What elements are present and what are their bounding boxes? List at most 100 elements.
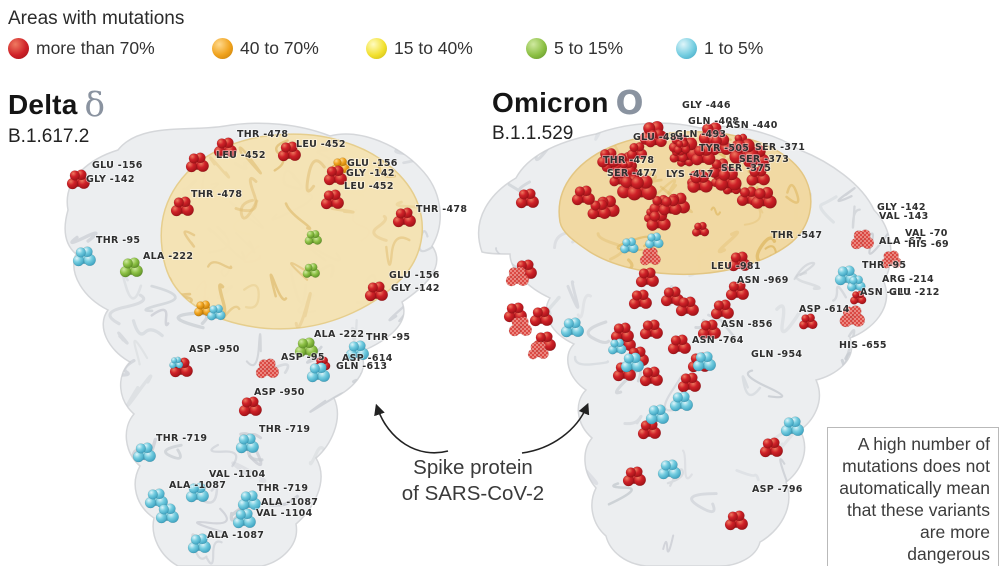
legend-dot-icon <box>526 37 547 59</box>
residue-label: GLY -142 <box>346 168 395 179</box>
mutation-cluster <box>610 322 635 343</box>
mutation-cluster <box>635 267 660 288</box>
residue-label: ALA -222 <box>314 329 364 340</box>
mutation-cluster <box>155 503 179 524</box>
ribbon-squiggle <box>183 230 196 248</box>
mutation-sphere <box>749 166 760 177</box>
delta-lineage: B.1.617.2 <box>8 125 90 147</box>
legend-item: more than 70% <box>8 36 155 60</box>
mutation-sphere <box>196 301 205 310</box>
ribbon-squiggle <box>108 293 146 326</box>
mutation-cluster <box>213 137 237 158</box>
mutation-sphere <box>135 443 146 454</box>
residue-label: THR -719 <box>257 483 308 494</box>
mutation-sphere <box>883 251 893 261</box>
ribbon-squiggle <box>390 390 408 435</box>
residue-label: THR -478 <box>191 189 242 200</box>
ribbon-squiggle <box>200 485 219 504</box>
mutation-sphere <box>511 317 522 328</box>
mutation-cluster <box>657 459 682 480</box>
mutation-cluster <box>660 286 685 307</box>
mutation-sphere <box>367 282 378 293</box>
mutation-sphere <box>209 305 218 314</box>
mutation-sphere <box>694 145 705 157</box>
mutation-sphere <box>190 534 201 545</box>
mutation-sphere <box>783 417 794 428</box>
mutation-sphere <box>333 158 342 167</box>
mutation-sphere <box>147 489 158 500</box>
mutation-sphere <box>754 187 766 200</box>
residue-label: LEU -452 <box>344 181 394 192</box>
mutation-cluster <box>302 262 321 279</box>
mutation-cluster <box>626 174 658 201</box>
mutation-cluster <box>658 195 682 216</box>
ribbon-squiggle <box>566 280 580 309</box>
legend-title: Areas with mutations <box>8 8 185 29</box>
legend-item-label: 15 to 40% <box>394 37 473 58</box>
mutation-sphere <box>622 238 631 247</box>
mutation-sphere <box>701 123 714 135</box>
mutation-cluster <box>119 257 143 278</box>
ribbon-squiggle <box>662 534 675 553</box>
mutation-cluster <box>724 510 749 531</box>
ribbon-squiggle <box>81 513 104 539</box>
mutation-sphere <box>508 267 519 278</box>
ribbon-squiggle <box>206 540 223 565</box>
mutation-sphere <box>75 247 86 258</box>
mutation-sphere <box>309 363 320 374</box>
ribbon-squiggle <box>208 156 231 179</box>
legend-dot-icon <box>366 37 387 59</box>
mutation-sphere <box>188 483 199 494</box>
mutation-cluster <box>238 396 262 417</box>
mutation-sphere <box>574 186 585 197</box>
mutation-sphere <box>304 263 313 272</box>
mutation-cluster <box>235 433 259 454</box>
mutation-cluster <box>710 299 735 320</box>
delta-mutation-markers <box>66 137 417 554</box>
mutation-sphere <box>728 281 739 292</box>
ribbon-squiggle <box>681 449 693 480</box>
mutation-cluster <box>515 188 540 209</box>
ribbon-squiggle <box>126 374 153 407</box>
residue-label: ASP -950 <box>189 344 240 355</box>
mutation-sphere <box>663 287 674 298</box>
mutation-cluster <box>232 508 256 529</box>
mutation-sphere <box>506 303 517 314</box>
ribbon-squiggle <box>350 319 360 342</box>
ribbon-squiggle <box>563 527 595 549</box>
mutation-sphere <box>727 511 738 522</box>
residue-label: GLY -446 <box>682 100 731 111</box>
mutation-sphere <box>690 172 702 184</box>
mutation-sphere <box>642 367 653 378</box>
residue-label: SER -373 <box>739 154 789 165</box>
ribbon-squiggle <box>419 533 441 540</box>
mutation-cluster <box>132 442 156 463</box>
mutation-sphere <box>170 357 178 364</box>
ribbon-squiggle <box>710 206 722 216</box>
arrow-to-delta <box>374 403 449 454</box>
mutation-sphere <box>661 196 672 207</box>
legend-dot-icon <box>8 37 29 59</box>
residue-label: ARG -214 <box>882 274 934 285</box>
residue-label: ASP -614 <box>799 304 850 315</box>
ribbon-squiggle <box>110 403 123 429</box>
mutation-cluster <box>392 207 417 228</box>
mutation-sphere <box>122 258 133 269</box>
residue-label: VAL -1104 <box>256 508 313 519</box>
mutation-sphere <box>629 142 639 152</box>
mutation-cluster <box>619 237 639 254</box>
residue-label: THR -719 <box>259 424 310 435</box>
mutation-cluster <box>691 221 710 237</box>
ribbon-squiggle <box>65 302 85 317</box>
mutation-sphere <box>625 467 636 478</box>
ribbon-squiggle <box>506 415 535 434</box>
mutation-cluster <box>714 167 742 191</box>
mutation-cluster <box>839 305 866 328</box>
mutation-sphere <box>619 160 628 169</box>
mutation-sphere <box>762 438 773 449</box>
legend-item: 40 to 70% <box>212 36 319 60</box>
mutation-cluster <box>729 138 759 165</box>
ribbon-squiggle <box>746 369 784 399</box>
